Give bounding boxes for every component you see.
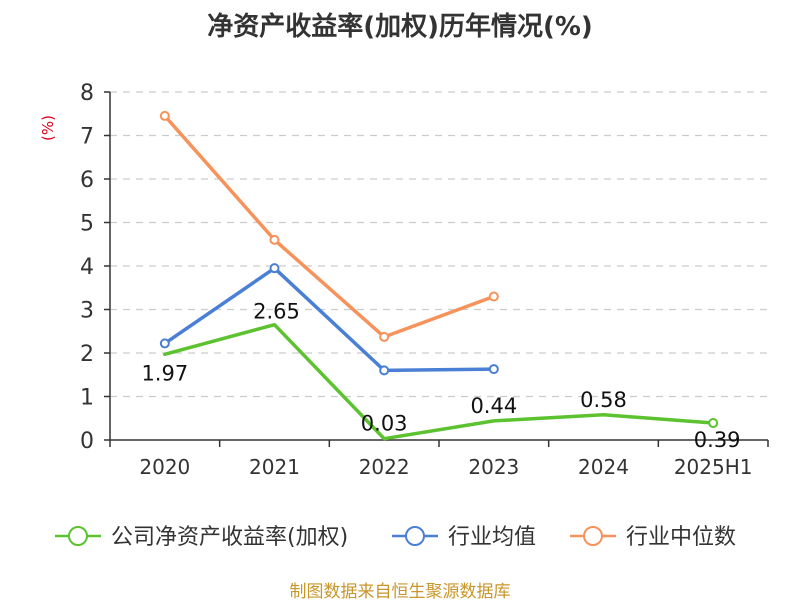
y-tick-label: 8 bbox=[80, 81, 94, 106]
legend-label-1: 公司净资产收益率(加权) bbox=[111, 525, 348, 550]
legend-label-3: 行业中位数 bbox=[626, 525, 736, 550]
data-point bbox=[159, 110, 170, 121]
y-tick-label: 2 bbox=[80, 342, 94, 367]
data-point bbox=[269, 263, 280, 274]
data-label: 0.58 bbox=[580, 388, 627, 412]
legend-marker-2 bbox=[405, 526, 425, 546]
y-tick-label: 0 bbox=[80, 429, 94, 454]
legend: 公司净资产收益率(加权) 行业均值 行业中位数 bbox=[55, 525, 736, 550]
y-tick-label: 1 bbox=[80, 386, 94, 411]
x-tick-label: 2022 bbox=[359, 455, 410, 479]
data-point bbox=[379, 365, 390, 376]
series bbox=[159, 110, 719, 441]
y-tick-label: 6 bbox=[80, 168, 94, 193]
data-label: 0.03 bbox=[361, 412, 408, 436]
series-line-1 bbox=[163, 322, 715, 441]
data-point bbox=[708, 418, 719, 429]
data-point bbox=[488, 364, 499, 375]
grid bbox=[110, 91, 768, 398]
x-tick-label: 2020 bbox=[139, 455, 190, 479]
data-point bbox=[269, 234, 280, 245]
data-labels: 1.97 2.65 0.03 0.44 0.58 0.39 bbox=[141, 300, 740, 452]
y-tick-label: 4 bbox=[80, 255, 94, 280]
y-axis-label: (%) bbox=[39, 115, 57, 141]
source-note: 制图数据来自恒生聚源数据库 bbox=[290, 582, 511, 600]
x-tick-label: 2021 bbox=[249, 455, 300, 479]
data-label: 1.97 bbox=[141, 361, 188, 385]
y-tick-label: 3 bbox=[80, 299, 94, 324]
y-tick-label: 7 bbox=[80, 125, 94, 150]
chart-title: 净资产收益率(加权)历年情况(%) bbox=[207, 11, 593, 42]
axes: 0 1 2 3 4 5 6 7 8 2020 2021 2022 2023 2024 2025H1 bbox=[80, 81, 769, 479]
x-tick-label: 2024 bbox=[578, 455, 629, 479]
data-label: 2.65 bbox=[253, 300, 300, 324]
legend-marker-1 bbox=[68, 526, 88, 546]
data-point bbox=[488, 291, 499, 302]
data-point bbox=[159, 338, 170, 349]
x-tick-label: 2023 bbox=[468, 455, 519, 479]
series-line-2 bbox=[163, 266, 496, 373]
data-point bbox=[379, 331, 390, 342]
data-label: 0.39 bbox=[694, 428, 741, 452]
legend-marker-3 bbox=[583, 526, 603, 546]
legend-label-2: 行业均值 bbox=[448, 525, 536, 550]
series-line-3 bbox=[163, 114, 496, 339]
y-tick-label: 5 bbox=[80, 212, 94, 237]
data-label: 0.44 bbox=[470, 394, 517, 418]
x-tick-label: 2025H1 bbox=[674, 455, 753, 479]
